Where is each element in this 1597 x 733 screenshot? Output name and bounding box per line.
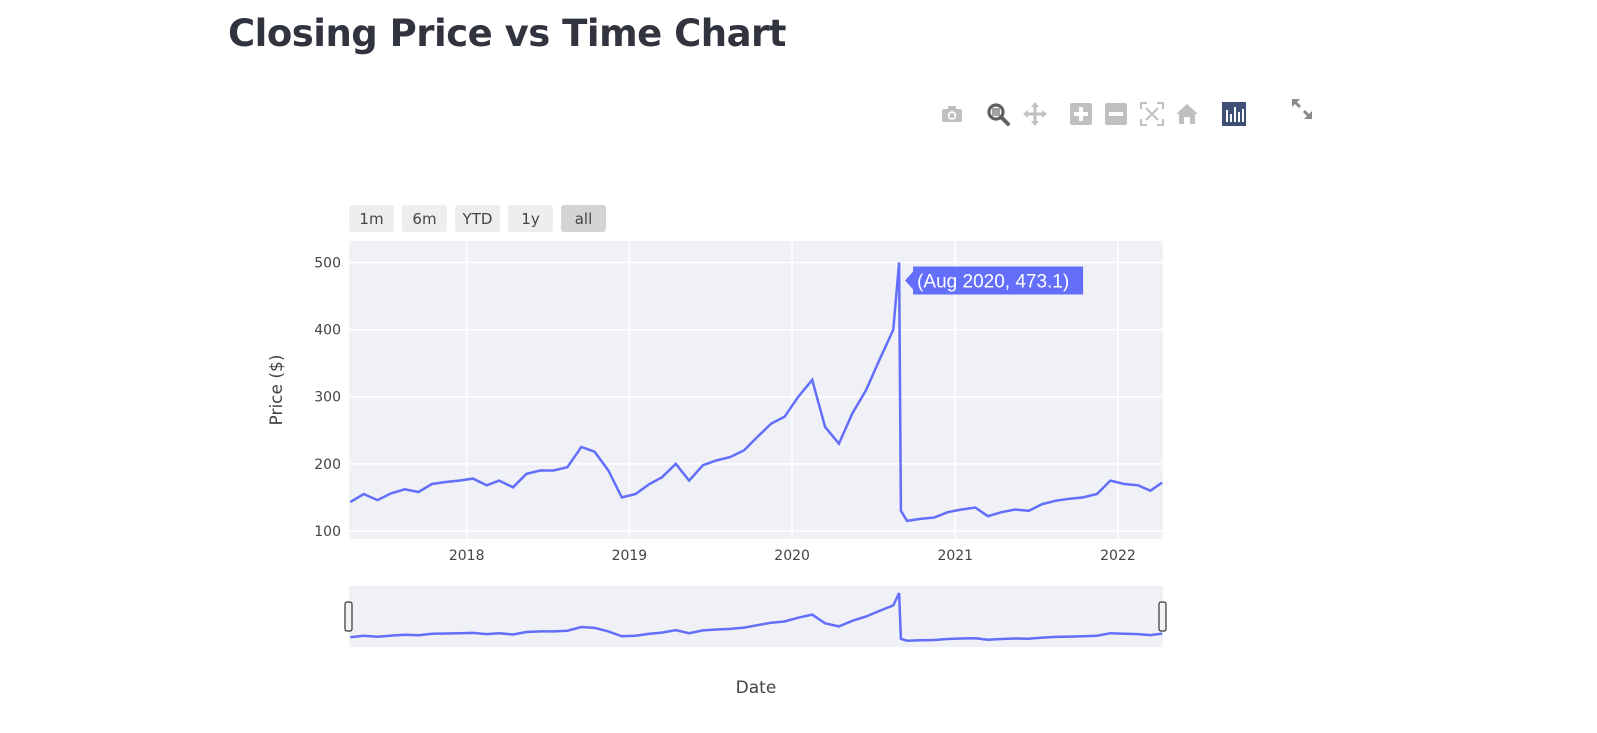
range-slider-handle-left[interactable] [344,601,353,632]
y-tick-label: 300 [314,390,341,406]
x-axis-label: Date [736,678,777,698]
hover-label: (Aug 2020, 473.1) [905,266,1084,295]
pan-icon[interactable] [1021,100,1049,128]
autoscale-icon[interactable] [1138,100,1166,128]
plotly-logo-icon[interactable] [1220,100,1248,128]
range-button-1y[interactable]: 1y [508,205,553,232]
page-title: Closing Price vs Time Chart [228,12,787,55]
y-tick-label: 200 [314,457,341,473]
x-tick-label: 2022 [1100,548,1136,564]
reset-axes-icon[interactable] [1173,100,1201,128]
y-axis-label: Price ($) [267,355,287,426]
range-slider[interactable] [349,586,1163,647]
price-line [349,262,1163,523]
x-tick-label: 2019 [612,548,648,564]
zoom-out-icon[interactable] [1102,100,1130,128]
y-tick-label: 100 [314,524,341,540]
camera-icon[interactable] [938,100,966,128]
x-axis-ticks: 2018 2019 2020 2021 2022 [449,548,1136,564]
range-slider-handle-right[interactable] [1158,601,1167,632]
range-slider-line [350,592,1163,642]
gridlines [349,241,1163,539]
x-tick-label: 2021 [937,548,973,564]
zoom-in-icon[interactable] [1067,100,1095,128]
y-tick-label: 500 [314,255,341,271]
range-button-ytd[interactable]: YTD [455,205,500,232]
fullscreen-icon[interactable] [1288,95,1316,123]
modebar [942,99,1350,134]
x-tick-label: 2020 [774,548,810,564]
y-axis-ticks: 100 200 300 400 500 [314,255,341,539]
range-button-all[interactable]: all [561,205,606,232]
range-button-6m[interactable]: 6m [402,205,447,232]
hover-label-box [905,266,1084,295]
hover-label-text: (Aug 2020, 473.1) [917,272,1069,293]
y-tick-label: 400 [314,323,341,339]
range-button-1m[interactable]: 1m [349,205,394,232]
zoom-icon[interactable] [984,100,1012,128]
x-tick-label: 2018 [449,548,485,564]
